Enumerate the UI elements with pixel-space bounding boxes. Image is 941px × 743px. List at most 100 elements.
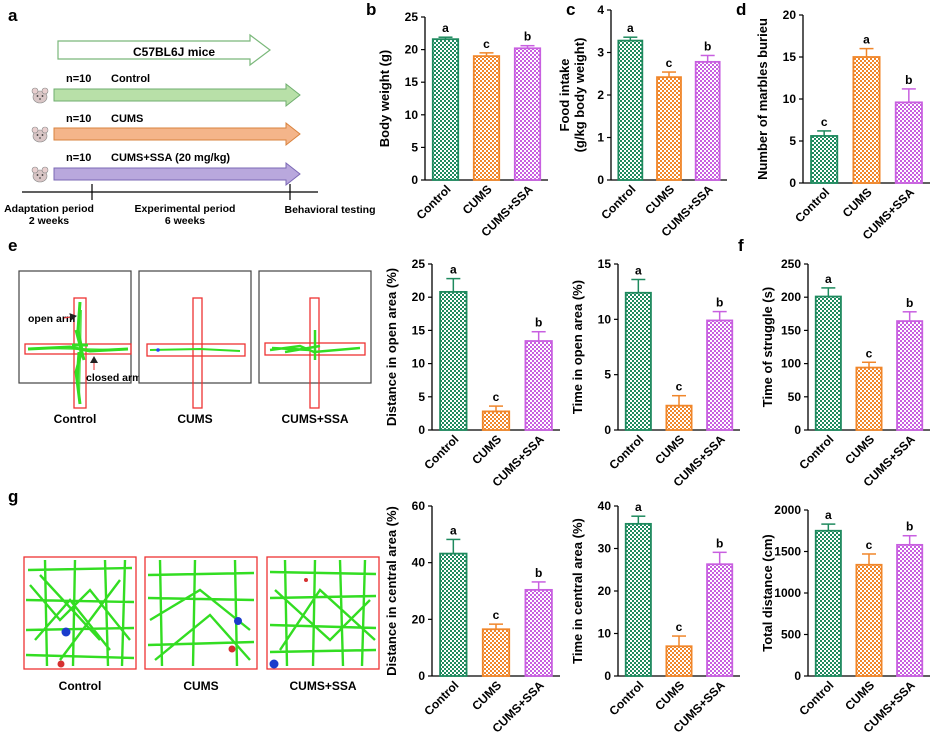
bar xyxy=(431,38,460,181)
bar xyxy=(694,60,721,181)
y-tick-label: 250 xyxy=(781,257,801,271)
y-tick-label: 40 xyxy=(412,556,426,570)
bar xyxy=(656,76,682,181)
y-tick-label: 20 xyxy=(783,8,797,22)
y-tick-label: 0 xyxy=(411,173,418,187)
y-tick-label: 0 xyxy=(604,669,611,683)
y-tick-label: 2 xyxy=(597,88,604,102)
y-tick-label: 1 xyxy=(597,131,604,145)
x-tick-label: Control xyxy=(414,182,454,222)
significance-letter: a xyxy=(627,21,634,35)
y-tick-label: 500 xyxy=(781,628,801,642)
chart-d: 0 5 10 15 20 Number of marbles burieu c Control… xyxy=(755,8,930,243)
x-tick-label: CUMS xyxy=(469,678,504,713)
y-tick-label: 4 xyxy=(597,3,604,17)
significance-letter: b xyxy=(905,73,912,87)
y-tick-label: 15 xyxy=(783,50,797,64)
significance-letter: c xyxy=(821,115,828,129)
y-tick-label: 30 xyxy=(598,542,612,556)
significance-letter: a xyxy=(825,508,832,522)
y-axis-label: Food intake xyxy=(557,59,572,132)
significance-letter: a xyxy=(863,33,870,47)
significance-letter: c xyxy=(493,608,500,622)
panel-letter-b: b xyxy=(366,0,377,19)
bar xyxy=(855,563,883,677)
y-tick-label: 10 xyxy=(598,312,612,326)
y-tick-label: 25 xyxy=(405,10,419,24)
y-tick-label: 60 xyxy=(412,499,426,513)
x-tick-label: CUMS xyxy=(469,432,504,467)
chart-f: 0 50 100 150 200 250 Time of struggle (s) a Cont… xyxy=(760,257,930,490)
bar xyxy=(896,543,924,677)
y-tick-label: 150 xyxy=(781,323,801,337)
significance-letter: c xyxy=(676,380,683,394)
y-tick-label: 5 xyxy=(411,140,418,154)
y-tick-label: 5 xyxy=(604,368,611,382)
bar xyxy=(814,295,842,431)
significance-letter: a xyxy=(635,263,642,277)
x-tick-label: Control xyxy=(606,678,646,718)
significance-letter: a xyxy=(450,523,457,537)
significance-letter: b xyxy=(716,296,723,310)
bar xyxy=(855,366,883,431)
x-tick-label: Control xyxy=(606,432,646,472)
y-tick-label: 0 xyxy=(794,423,801,437)
bar xyxy=(617,39,644,181)
panel-letter-g: g xyxy=(8,487,19,506)
y-tick-label: 1000 xyxy=(774,586,801,600)
y-tick-label: 5 xyxy=(789,134,796,148)
bar xyxy=(624,291,652,431)
y-axis-label: Distance in open area (%) xyxy=(384,268,399,426)
significance-letter: b xyxy=(535,316,542,330)
y-tick-label: 20 xyxy=(412,612,426,626)
bar xyxy=(481,410,511,431)
y-axis-label: Body weight (g) xyxy=(377,50,392,148)
x-tick-label: Control xyxy=(792,185,832,225)
y-tick-label: 25 xyxy=(412,257,426,271)
bar xyxy=(896,320,924,431)
y-tick-label: 0 xyxy=(789,176,796,190)
x-tick-label: CUMS xyxy=(840,185,875,220)
y-tick-label: 10 xyxy=(598,627,612,641)
x-tick-label: CUMS xyxy=(652,678,687,713)
y-tick-label: 3 xyxy=(597,46,604,60)
y-axis-label-2: (g/kg body weight) xyxy=(572,38,587,153)
chart-e1: 0 5 10 15 20 25 Distance in open area (%) a Cont… xyxy=(384,257,560,490)
y-tick-label: 5 xyxy=(418,390,425,404)
chart-e2: 0 5 10 15 Time in open area (%) a Control c CUMS… xyxy=(570,257,740,490)
y-tick-label: 20 xyxy=(598,584,612,598)
significance-letter: a xyxy=(825,272,832,286)
y-tick-label: 15 xyxy=(598,257,612,271)
significance-letter: c xyxy=(493,390,500,404)
y-tick-label: 10 xyxy=(412,357,426,371)
chart-g3: 0 500 1000 1500 2000 Total distance (cm) a Cont… xyxy=(760,503,930,736)
y-tick-label: 100 xyxy=(781,357,801,371)
significance-letter: a xyxy=(635,500,642,514)
panel-letter-d: d xyxy=(736,0,747,19)
bar xyxy=(894,101,923,184)
bar xyxy=(706,319,734,431)
y-tick-label: 2000 xyxy=(774,503,801,517)
panel-letter-a: a xyxy=(8,6,18,25)
bar xyxy=(624,522,652,677)
significance-letter: b xyxy=(906,296,913,310)
significance-letter: b xyxy=(535,566,542,580)
x-tick-label: Control xyxy=(421,678,461,718)
y-axis-label: Total distance (cm) xyxy=(760,534,775,652)
x-tick-label: CUMS xyxy=(842,678,877,713)
x-tick-label: Control xyxy=(421,432,461,472)
y-tick-label: 200 xyxy=(781,290,801,304)
chart-c: 0 1 2 3 4 Food intake (g/kg body weight) a Contr… xyxy=(557,3,727,240)
chart-g2: 0 10 20 30 40 Time in central area (%) a Contro… xyxy=(570,499,740,736)
significance-letter: b xyxy=(716,536,723,550)
y-tick-label: 15 xyxy=(412,323,426,337)
x-tick-label: CUMS xyxy=(460,182,495,217)
panel-letter-e: e xyxy=(8,236,18,255)
y-tick-label: 0 xyxy=(418,423,425,437)
bar xyxy=(665,404,693,431)
bar xyxy=(481,628,511,677)
chart-g1: 0 20 40 60 Distance in central area (%) a Cont… xyxy=(384,499,560,736)
y-axis-label: Time in open area (%) xyxy=(570,280,585,414)
y-tick-label: 40 xyxy=(598,499,612,513)
y-tick-label: 15 xyxy=(405,75,419,89)
